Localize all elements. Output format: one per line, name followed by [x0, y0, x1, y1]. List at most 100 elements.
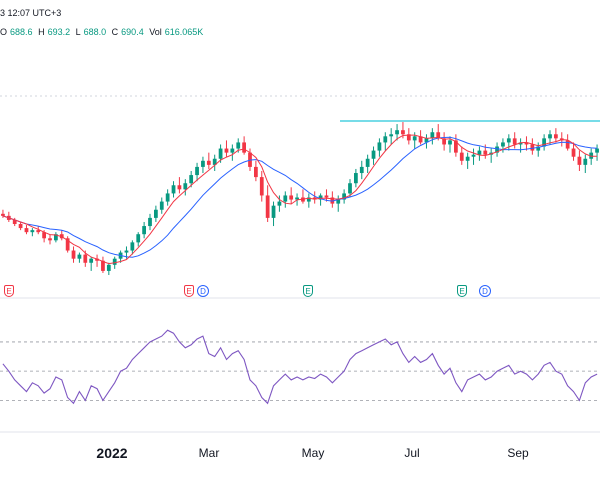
earnings-badge[interactable]: E: [184, 285, 194, 297]
candle: [36, 230, 41, 233]
candle: [12, 219, 17, 225]
candle: [30, 230, 35, 233]
candle: [348, 183, 352, 194]
candle: [242, 142, 246, 153]
moving-average-slow: [2, 136, 598, 258]
candle: [65, 238, 70, 251]
candle: [536, 146, 541, 151]
time-axis-year: 2022: [96, 445, 128, 461]
candle: [183, 183, 188, 190]
candle: [448, 140, 452, 145]
candle: [495, 146, 499, 153]
close-label: C: [111, 27, 119, 37]
candle: [171, 185, 176, 194]
candle: [259, 177, 264, 196]
candle: [136, 234, 141, 243]
candle: [189, 175, 194, 184]
candle: [218, 148, 223, 159]
candle: [1, 213, 5, 216]
earnings-badge[interactable]: E: [4, 285, 14, 297]
candle: [112, 258, 117, 265]
candle: [518, 142, 523, 145]
candle: [389, 134, 394, 137]
candle: [42, 232, 46, 239]
earnings-badge[interactable]: E: [457, 285, 467, 297]
low-value: 688.0: [83, 27, 107, 37]
candle: [124, 250, 129, 253]
candle: [336, 199, 341, 204]
candle: [142, 226, 146, 235]
candle: [77, 254, 82, 259]
candle: [595, 148, 599, 153]
candle: [524, 142, 529, 145]
candle: [530, 144, 535, 151]
candle: [212, 158, 217, 165]
candle: [159, 201, 164, 210]
candle: [48, 238, 52, 241]
dividend-badge[interactable]: D: [479, 285, 491, 297]
candle: [101, 260, 105, 271]
time-axis-month: May: [301, 446, 325, 460]
candle: [548, 134, 552, 139]
candle: [71, 250, 76, 259]
open-label: O: [0, 27, 8, 37]
candle: [312, 197, 317, 200]
close-value: 690.4: [121, 27, 144, 37]
candle: [95, 258, 99, 261]
candle: [589, 152, 594, 159]
datetime-label: 3 12:07 UTC+3: [0, 8, 62, 18]
candle: [506, 138, 511, 143]
rsi-levels: [0, 341, 600, 401]
candle: [271, 205, 276, 218]
candle: [418, 136, 423, 143]
candle: [371, 150, 376, 159]
candle: [89, 258, 94, 263]
candle: [236, 142, 241, 149]
candle: [289, 195, 294, 200]
rsi-line: [2, 329, 598, 405]
candle: [454, 140, 458, 153]
time-axis-month: Jul: [404, 446, 420, 460]
candle: [201, 160, 205, 167]
earnings-badge[interactable]: E: [303, 285, 313, 297]
candle: [401, 130, 405, 135]
volume-value: 616.065K: [164, 27, 204, 37]
high-label: H: [38, 27, 45, 37]
candle: [342, 193, 346, 200]
volume-label: Vol: [149, 27, 162, 37]
candles-layer: [1, 122, 599, 275]
candle: [224, 148, 229, 153]
time-axis-month: Mar: [198, 446, 220, 460]
moving-average-fast: [2, 134, 598, 265]
candle: [436, 132, 441, 139]
candle: [306, 197, 311, 202]
dividend-badge[interactable]: D: [197, 285, 209, 297]
header-row: 3 12:07 UTC+3: [0, 8, 61, 18]
candle: [477, 150, 482, 155]
candle: [406, 134, 411, 141]
ohlc-legend: O 688.6 H 693.2 L 688.0 C 690.4 Vol 616.065K: [0, 27, 206, 37]
candle: [383, 136, 388, 143]
candle: [24, 228, 29, 233]
candle: [277, 201, 282, 206]
candle: [330, 197, 335, 204]
candle: [365, 158, 370, 167]
candle: [165, 193, 170, 202]
candle: [195, 166, 199, 176]
candle: [577, 156, 582, 165]
candle: [583, 158, 588, 165]
candle: [471, 154, 476, 157]
candle: [106, 264, 111, 271]
candle: [377, 142, 382, 151]
candle: [571, 148, 576, 157]
candle: [359, 166, 364, 174]
candle: [206, 160, 211, 165]
candle: [565, 140, 570, 149]
open-value: 688.6: [10, 27, 33, 37]
candle: [465, 156, 470, 161]
candle: [512, 138, 517, 145]
candle: [148, 217, 152, 227]
candle: [554, 134, 558, 139]
candle: [318, 195, 323, 200]
